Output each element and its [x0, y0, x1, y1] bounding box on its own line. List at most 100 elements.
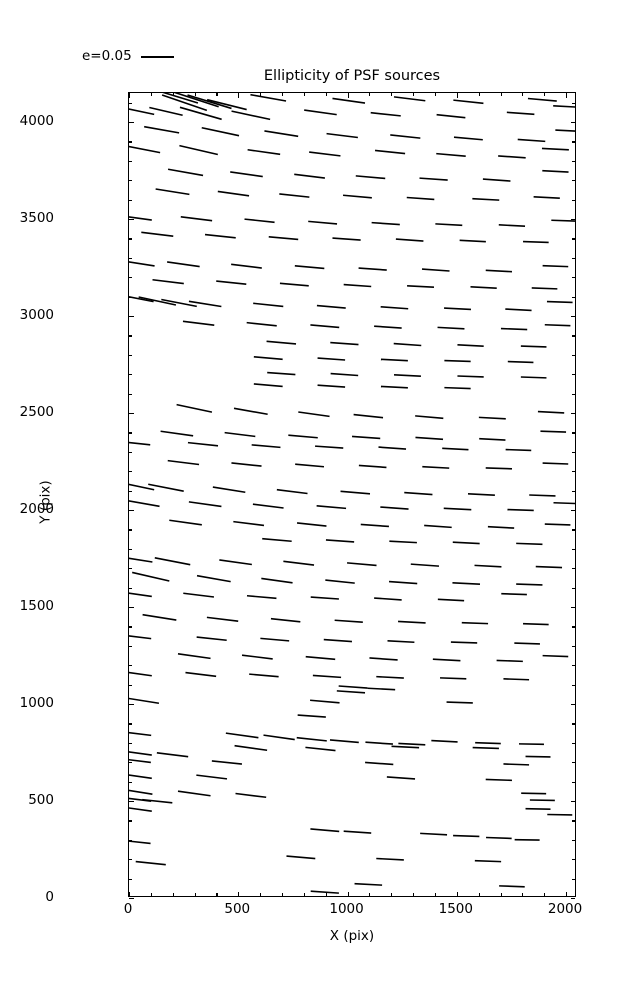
whisker-segment [135, 860, 166, 866]
y-tick-major [129, 316, 134, 318]
whisker-segment [420, 832, 448, 836]
x-tick-major-top [238, 93, 240, 98]
y-tick-minor-right [572, 257, 575, 259]
y-tick-label: 2000 [19, 501, 54, 518]
y-tick-minor-right [572, 374, 575, 376]
whisker-segment [305, 655, 336, 661]
whisker-segment [283, 560, 315, 566]
x-tick-minor [281, 893, 284, 896]
whisker-segment [387, 640, 415, 644]
whisker-segment [129, 697, 160, 705]
whisker-segment [470, 285, 497, 289]
whisker-segment [555, 129, 575, 132]
x-tick-minor-top [281, 93, 284, 96]
whisker-segment [310, 324, 340, 329]
y-tick-major [129, 607, 134, 609]
x-tick-label: 500 [224, 901, 251, 917]
whisker-segment [531, 287, 558, 290]
whisker-segment [244, 218, 275, 224]
y-tick-minor [129, 742, 132, 744]
whisker-segment [225, 732, 259, 739]
whisker-segment [544, 523, 571, 526]
y-tick-label: 4000 [19, 113, 54, 130]
y-tick-minor-right [572, 723, 575, 725]
whisker-segment [374, 597, 402, 601]
whisker-segment [475, 741, 501, 745]
whisker-segment [478, 416, 506, 420]
y-tick-minor-right [572, 490, 575, 492]
whisker-segment [206, 98, 247, 111]
x-tick-major-top [129, 93, 131, 98]
whisker-segment [162, 93, 199, 104]
whisker-segment [267, 371, 296, 376]
y-tick-major [129, 704, 134, 706]
whisker-segment [317, 384, 346, 388]
whisker-segment [297, 714, 326, 718]
whisker-segment [498, 155, 526, 159]
whisker-segment [211, 760, 243, 765]
whisker-segment [485, 778, 513, 782]
y-tick-minor [129, 277, 132, 279]
whisker-segment [262, 537, 292, 543]
whisker-segment [309, 151, 341, 157]
whisker-segment [444, 386, 471, 390]
whisker-segment [503, 763, 530, 766]
whisker-segment [149, 106, 183, 117]
y-tick-minor-right [572, 102, 575, 104]
whisker-segment [185, 671, 217, 678]
whisker-segment [129, 635, 152, 640]
whisker-segment [279, 193, 310, 198]
whisker-segment [389, 540, 417, 544]
x-tick-minor-top [500, 93, 502, 96]
y-tick-minor [129, 257, 132, 259]
whisker-segment [365, 761, 394, 766]
whisker-segment [246, 321, 277, 327]
whisker-segment [376, 857, 404, 861]
whisker-segment [279, 282, 309, 287]
y-tick-minor-right [572, 393, 575, 395]
ellipticity-scale-legend: e=0.05 [82, 47, 174, 67]
ellipticity-scale-bar [140, 55, 174, 59]
whisker-segment [316, 504, 347, 510]
whisker-segment [173, 93, 219, 108]
whisker-segment [516, 583, 543, 586]
legend-label: e=0.05 [82, 48, 132, 65]
whisker-segment [520, 376, 547, 379]
y-tick-minor-right [572, 238, 575, 240]
whisker-segment [482, 178, 511, 182]
whisker-segment [406, 196, 435, 201]
whisker-segment [263, 734, 295, 741]
whisker-segment [485, 269, 513, 273]
whisker-segment [505, 308, 532, 312]
whisker-segment [155, 188, 190, 196]
x-tick-minor [500, 893, 502, 896]
whisker-segment [129, 483, 155, 491]
whisker-segment [325, 539, 355, 543]
whisker-segment [334, 619, 363, 624]
x-tick-minor-top [434, 93, 437, 96]
y-tick-minor [129, 859, 132, 861]
whisker-segment [474, 564, 502, 568]
whisker-segment [540, 430, 567, 433]
x-tick-minor [478, 893, 480, 896]
whisker-segment [421, 268, 450, 272]
y-tick-major [129, 510, 134, 512]
whisker-segment [261, 577, 293, 584]
whisker-segment [144, 125, 180, 134]
whisker-segment [393, 374, 421, 378]
whisker-segment [472, 197, 500, 201]
whisker-segment [180, 216, 213, 222]
whisker-segment [167, 261, 200, 268]
whisker-segment [329, 739, 359, 744]
x-tick-minor-top [216, 93, 218, 96]
whisker-segment [224, 431, 256, 438]
whisker-segment [340, 490, 371, 495]
y-tick-minor [129, 354, 132, 356]
whisker-segment [270, 617, 301, 623]
y-tick-major [129, 219, 134, 221]
whisker-segment [343, 283, 372, 288]
whisker-segment [479, 437, 506, 441]
whisker-segment [544, 323, 571, 327]
whisker-segment [315, 445, 344, 449]
y-tick-minor-right [572, 335, 575, 337]
